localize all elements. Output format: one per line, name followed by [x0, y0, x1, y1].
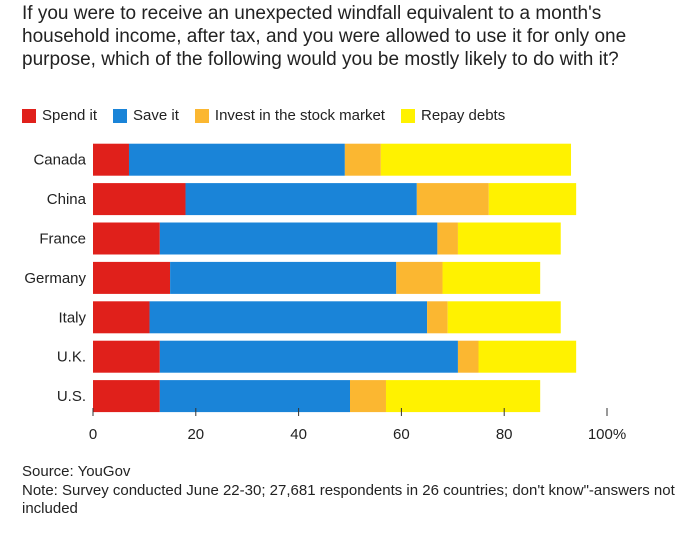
category-label-france: France — [39, 231, 86, 248]
bar-canada-invest-in-the-stock-market — [344, 143, 381, 176]
bar-canada-spend-it — [93, 143, 129, 176]
bar-u-k-save-it — [159, 340, 458, 373]
legend-label: Save it — [133, 107, 179, 124]
category-label-u-k: U.K. — [57, 349, 86, 366]
x-tick-label-60: 60 — [393, 426, 410, 443]
bar-u-k-repay-debts — [478, 340, 577, 373]
bar-u-k-invest-in-the-stock-market — [457, 340, 479, 373]
bar-germany-repay-debts — [442, 261, 541, 294]
bars-group — [93, 143, 577, 413]
legend-swatch — [22, 108, 36, 123]
source-note: Source: YouGov — [22, 463, 131, 480]
legend-label: Spend it — [42, 107, 98, 124]
bar-u-s-repay-debts — [385, 380, 541, 413]
bar-germany-invest-in-the-stock-market — [396, 261, 443, 294]
category-label-china: China — [47, 191, 87, 208]
legend: Spend it Save it Invest in the stock marke… — [22, 107, 521, 124]
category-label-germany: Germany — [24, 270, 86, 287]
x-tick-label-100: 100% — [588, 426, 626, 443]
bar-italy-invest-in-the-stock-market — [427, 301, 448, 334]
legend-swatch — [113, 108, 128, 123]
legend-item-save-it: Save it — [113, 107, 179, 124]
legend-item-invest-in-the-stock-market: Invest in the stock market — [194, 107, 385, 124]
stacked-bar-chart: Canada China France Germany Italy U.K. U.S. 0 2… — [24, 143, 626, 443]
bar-u-s-spend-it — [93, 380, 160, 413]
bar-italy-repay-debts — [447, 301, 561, 334]
x-tick-label-80: 80 — [496, 426, 513, 443]
category-label-italy: Italy — [58, 309, 86, 326]
legend-item-repay-debts: Repay debts — [400, 107, 506, 124]
category-label-u-s: U.S. — [57, 388, 86, 405]
bar-italy-spend-it — [93, 301, 150, 334]
x-tick-label-40: 40 — [290, 426, 307, 443]
legend-swatch — [400, 108, 415, 123]
legend-label: Invest in the stock market — [214, 107, 385, 124]
chart-title: If you were to receive an unexpected win… — [22, 3, 627, 70]
bar-france-spend-it — [93, 222, 160, 255]
category-label-canada: Canada — [33, 152, 86, 169]
bar-china-spend-it — [93, 183, 186, 216]
legend-label: Repay debts — [420, 107, 506, 124]
bar-canada-repay-debts — [380, 143, 572, 176]
bar-france-save-it — [159, 222, 438, 255]
category-labels: Canada China France Germany Italy U.K. U.S. — [24, 152, 86, 405]
bar-germany-save-it — [170, 261, 397, 294]
bar-canada-save-it — [128, 143, 345, 176]
legend-swatch — [194, 108, 209, 123]
bar-france-invest-in-the-stock-market — [437, 222, 458, 255]
bar-u-s-save-it — [159, 380, 350, 413]
bar-u-s-invest-in-the-stock-market — [350, 380, 386, 413]
bar-france-repay-debts — [457, 222, 561, 255]
legend-item-spend-it: Spend it — [22, 107, 97, 124]
x-tick-label-0: 0 — [89, 426, 97, 443]
bar-u-k-spend-it — [93, 340, 160, 373]
x-tick-label-20: 20 — [187, 426, 204, 443]
bar-germany-spend-it — [93, 261, 171, 294]
bar-china-repay-debts — [488, 183, 577, 216]
bar-italy-save-it — [149, 301, 428, 334]
bar-china-save-it — [185, 183, 417, 216]
bar-china-invest-in-the-stock-market — [416, 183, 489, 216]
footnote: Note: Survey conducted June 22-30; 27,68… — [22, 482, 675, 517]
x-axis: 0 20 40 60 80 100% — [89, 408, 626, 443]
